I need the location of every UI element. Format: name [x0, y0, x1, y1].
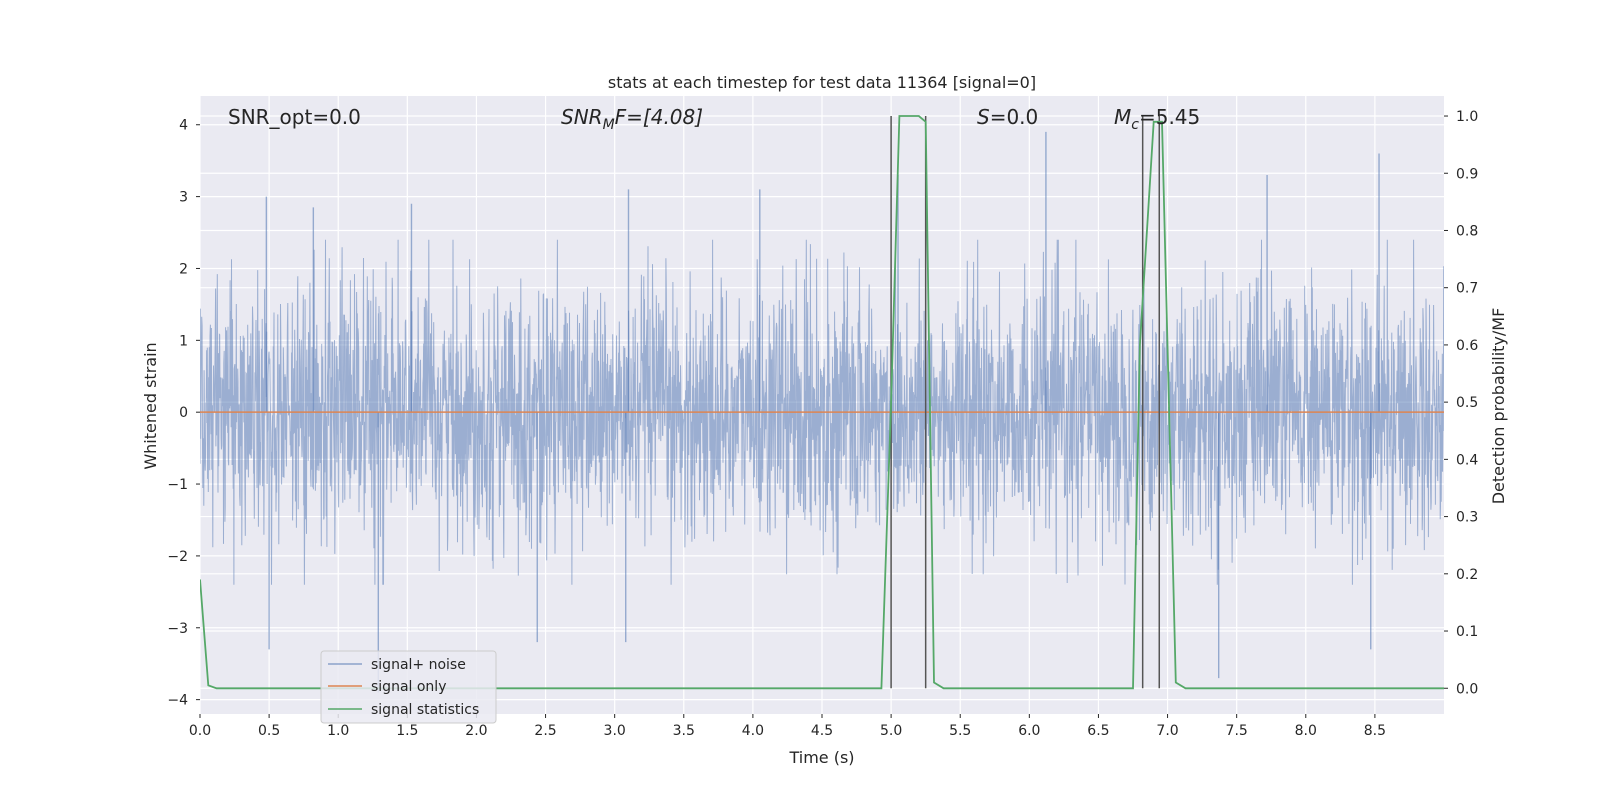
annotation-s: S=0.0 — [977, 105, 1038, 129]
y-left-tick-label: −3 — [167, 621, 188, 637]
x-tick-label: 3.5 — [673, 723, 695, 739]
mc-main: M — [1114, 105, 1131, 129]
y-left-tick-label: 2 — [179, 261, 188, 277]
y-right-tick-label: 0.2 — [1456, 567, 1478, 583]
y-right-tick-label: 1.0 — [1456, 109, 1478, 125]
x-axis-label: Time (s) — [788, 748, 854, 767]
x-tick-label: 2.5 — [534, 723, 556, 739]
x-tick-label: 8.0 — [1295, 723, 1317, 739]
y-left-tick-label: 0 — [179, 405, 188, 421]
y-left-tick-label: 4 — [179, 118, 188, 134]
x-tick-label: 0.5 — [258, 723, 280, 739]
y-right-tick-label: 0.3 — [1456, 510, 1478, 526]
left-y-axis-ticks: −4 −3 −2 −1 0 1 2 3 4 — [167, 118, 200, 709]
y-right-tick-label: 0.4 — [1456, 452, 1478, 468]
annotation-mc: Mc=5.45 — [1114, 105, 1200, 133]
x-tick-label: 1.5 — [396, 723, 418, 739]
snr-mf-sub: M — [603, 117, 615, 133]
y-right-tick-label: 0.6 — [1456, 338, 1478, 354]
y-left-tick-label: −4 — [167, 693, 188, 709]
right-y-axis-label: Detection probability/MF — [1489, 308, 1508, 505]
signal-statistics-line — [200, 115, 1444, 690]
y-right-tick-label: 0.7 — [1456, 281, 1478, 297]
legend-box — [320, 650, 497, 724]
legend: signal+ noise signal only signal statist… — [320, 650, 497, 724]
detection-vertical-lines — [890, 116, 1161, 689]
x-tick-label: 1.0 — [327, 723, 349, 739]
y-right-tick-label: 0.8 — [1456, 223, 1478, 239]
legend-label-signal-only: signal only — [371, 679, 446, 695]
snr-mf-rest: F=[4.08] — [615, 105, 703, 129]
series-signal-noise — [200, 131, 1444, 693]
x-tick-label: 5.0 — [880, 723, 902, 739]
left-y-axis-label: Whitened strain — [141, 342, 160, 469]
y-left-tick-label: 3 — [179, 190, 188, 206]
mc-sub: c — [1131, 117, 1139, 133]
annotation-snr-mf: SNRMF=[4.08] — [561, 105, 703, 133]
x-tick-label: 0.0 — [189, 723, 211, 739]
y-right-tick-label: 0.1 — [1456, 624, 1478, 640]
x-tick-label: 7.5 — [1226, 723, 1248, 739]
noise-trace — [200, 239, 1444, 585]
x-tick-label: 4.0 — [742, 723, 764, 739]
x-tick-label: 3.0 — [604, 723, 626, 739]
x-tick-label: 8.5 — [1364, 723, 1386, 739]
series-signal-statistics — [200, 115, 1444, 690]
s-italic: S — [977, 105, 990, 129]
y-left-tick-label: −2 — [167, 549, 188, 565]
x-tick-label: 6.0 — [1018, 723, 1040, 739]
y-right-tick-label: 0.5 — [1456, 395, 1478, 411]
x-tick-label: 6.5 — [1087, 723, 1109, 739]
mc-rest: =5.45 — [1139, 105, 1200, 129]
y-left-tick-label: −1 — [167, 477, 188, 493]
x-tick-label: 2.0 — [465, 723, 487, 739]
snr-mf-main: SNR — [561, 105, 603, 129]
legend-label-signal-noise: signal+ noise — [371, 657, 466, 673]
legend-label-signal-statistics: signal statistics — [371, 702, 479, 718]
annotation-snr-opt: SNR_opt=0.0 — [228, 105, 361, 129]
y-right-tick-label: 0.9 — [1456, 166, 1478, 182]
y-right-tick-label: 0.0 — [1456, 681, 1478, 697]
x-tick-label: 4.5 — [811, 723, 833, 739]
s-rest: =0.0 — [990, 105, 1039, 129]
chart-title: stats at each timestep for test data 113… — [608, 73, 1036, 92]
right-y-axis-ticks: 0.0 0.1 0.2 0.3 0.4 0.5 0.6 0.7 0.8 0.9 1.0 — [1444, 109, 1478, 697]
x-tick-label: 5.5 — [949, 723, 971, 739]
y-left-tick-label: 1 — [179, 333, 188, 349]
x-axis-ticks: 0.0 0.5 1.0 1.5 2.0 2.5 3.0 3.5 4.0 4.5 5.0 5.5 6.0 6… — [189, 714, 1386, 739]
x-tick-label: 7.0 — [1156, 723, 1178, 739]
